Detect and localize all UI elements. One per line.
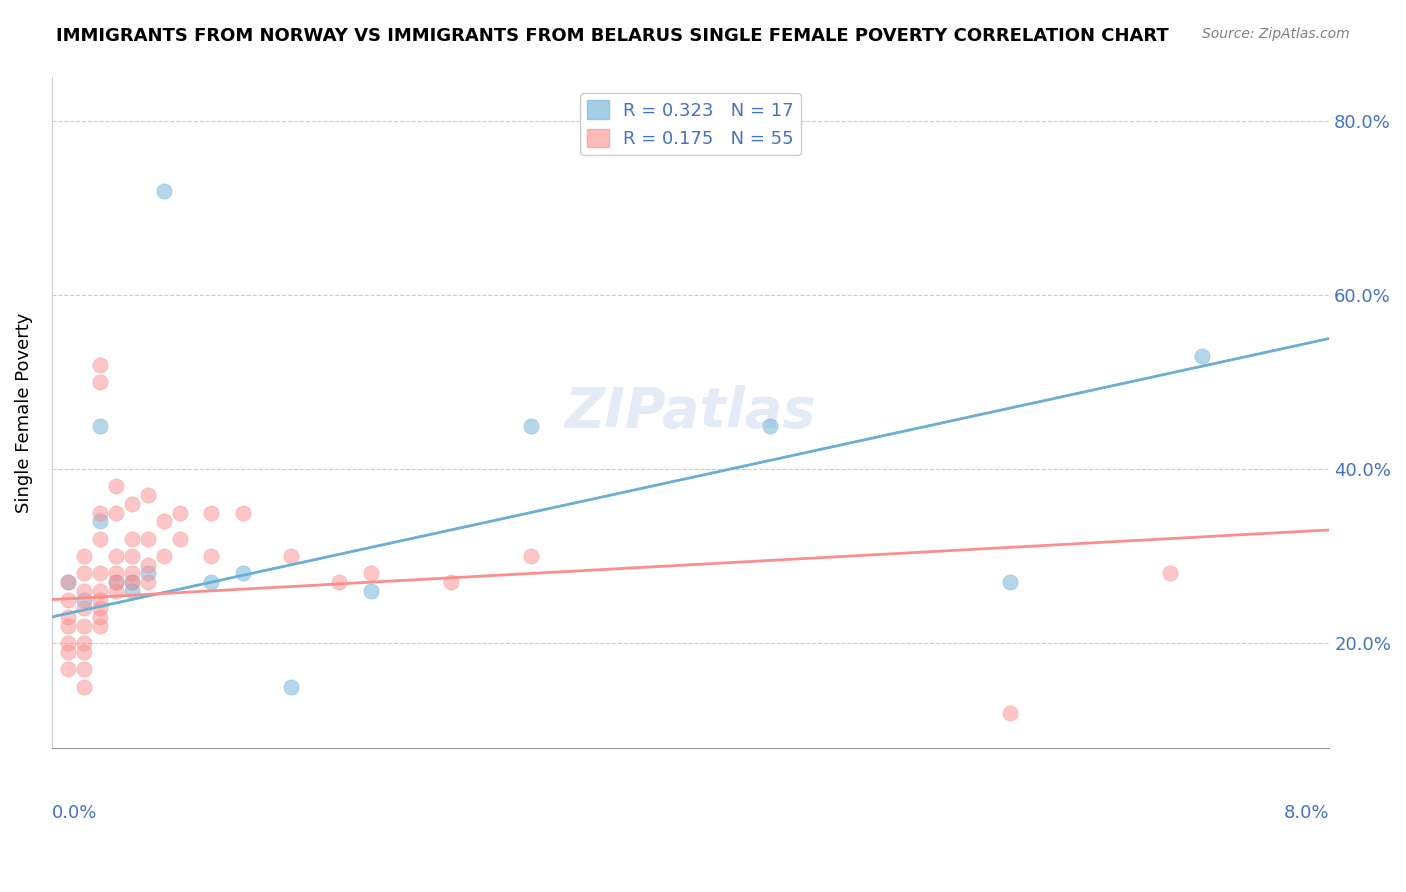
Point — [520, 418, 543, 433]
Point — [1159, 566, 1181, 581]
Point — [520, 549, 543, 563]
Point — [73, 680, 96, 694]
Point — [73, 618, 96, 632]
Point — [56, 618, 79, 632]
Point — [73, 549, 96, 563]
Point — [73, 662, 96, 676]
Point — [89, 566, 111, 581]
Point — [89, 532, 111, 546]
Text: IMMIGRANTS FROM NORWAY VS IMMIGRANTS FROM BELARUS SINGLE FEMALE POVERTY CORRELAT: IMMIGRANTS FROM NORWAY VS IMMIGRANTS FRO… — [56, 27, 1168, 45]
Point — [104, 479, 127, 493]
Point — [360, 583, 382, 598]
Point — [73, 601, 96, 615]
Point — [73, 566, 96, 581]
Point — [89, 375, 111, 389]
Point — [104, 575, 127, 590]
Point — [89, 592, 111, 607]
Point — [200, 549, 222, 563]
Point — [89, 618, 111, 632]
Point — [360, 566, 382, 581]
Legend: R = 0.323   N = 17, R = 0.175   N = 55: R = 0.323 N = 17, R = 0.175 N = 55 — [579, 93, 801, 155]
Point — [89, 418, 111, 433]
Point — [104, 575, 127, 590]
Point — [998, 575, 1021, 590]
Point — [152, 549, 174, 563]
Point — [328, 575, 350, 590]
Point — [152, 514, 174, 528]
Point — [89, 583, 111, 598]
Point — [121, 583, 143, 598]
Point — [89, 358, 111, 372]
Point — [232, 506, 254, 520]
Point — [136, 575, 159, 590]
Point — [121, 575, 143, 590]
Point — [440, 575, 463, 590]
Point — [56, 575, 79, 590]
Point — [56, 610, 79, 624]
Point — [280, 680, 302, 694]
Point — [1191, 349, 1213, 363]
Text: 8.0%: 8.0% — [1284, 804, 1329, 822]
Point — [136, 558, 159, 572]
Point — [136, 532, 159, 546]
Point — [56, 592, 79, 607]
Point — [759, 418, 782, 433]
Point — [56, 575, 79, 590]
Point — [200, 506, 222, 520]
Point — [56, 662, 79, 676]
Text: ZIPatlas: ZIPatlas — [565, 385, 817, 440]
Point — [136, 566, 159, 581]
Point — [89, 506, 111, 520]
Point — [136, 488, 159, 502]
Point — [121, 532, 143, 546]
Point — [73, 592, 96, 607]
Point — [121, 497, 143, 511]
Point — [89, 514, 111, 528]
Point — [56, 636, 79, 650]
Point — [73, 645, 96, 659]
Point — [104, 506, 127, 520]
Point — [89, 601, 111, 615]
Point — [56, 645, 79, 659]
Point — [121, 566, 143, 581]
Y-axis label: Single Female Poverty: Single Female Poverty — [15, 312, 32, 513]
Text: Source: ZipAtlas.com: Source: ZipAtlas.com — [1202, 27, 1350, 41]
Text: 0.0%: 0.0% — [52, 804, 97, 822]
Point — [280, 549, 302, 563]
Point — [121, 575, 143, 590]
Point — [232, 566, 254, 581]
Point — [169, 532, 191, 546]
Point — [89, 610, 111, 624]
Point — [121, 549, 143, 563]
Point — [73, 583, 96, 598]
Point — [998, 706, 1021, 720]
Point — [104, 583, 127, 598]
Point — [169, 506, 191, 520]
Point — [104, 566, 127, 581]
Point — [104, 549, 127, 563]
Point — [200, 575, 222, 590]
Point — [73, 636, 96, 650]
Point — [152, 184, 174, 198]
